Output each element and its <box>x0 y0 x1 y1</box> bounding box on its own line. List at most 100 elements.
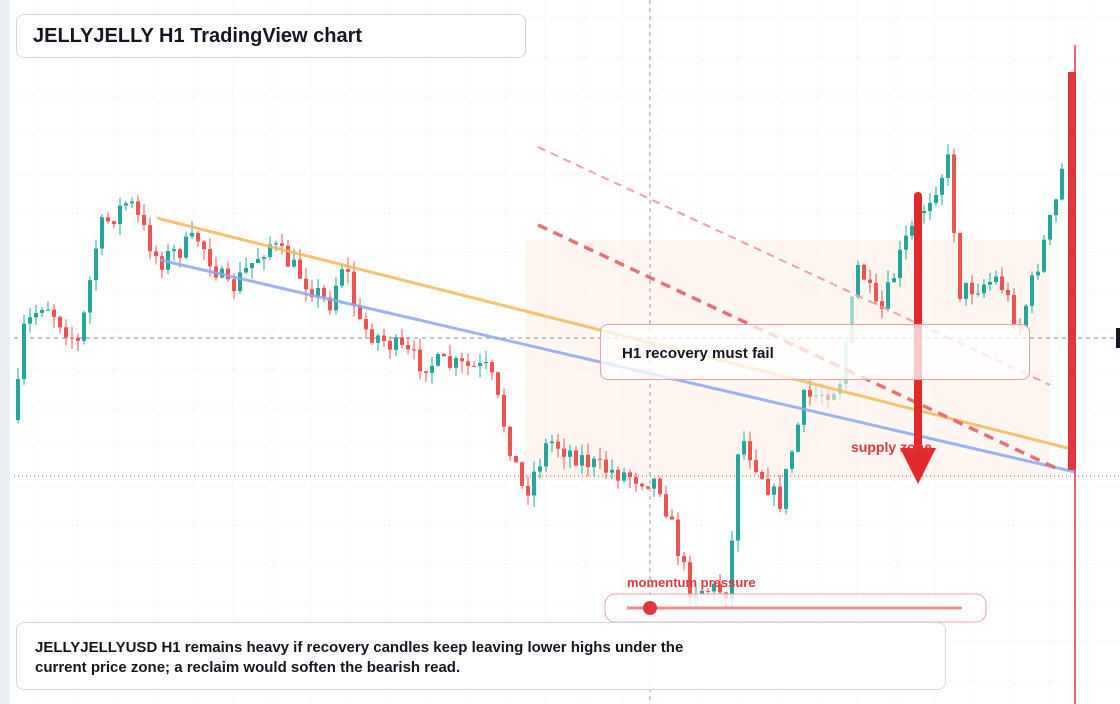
candle-body <box>136 201 140 215</box>
candle-body <box>346 269 350 272</box>
channel-upper <box>537 146 1051 386</box>
candle-body <box>874 282 878 302</box>
candle-body <box>16 379 20 420</box>
candle-body <box>412 349 416 351</box>
candle-body <box>610 469 614 473</box>
candle-body <box>832 393 836 400</box>
candle-body <box>250 263 254 268</box>
candle-body <box>556 441 560 449</box>
candle-body <box>862 264 866 280</box>
candle-body <box>130 201 134 204</box>
candle-body <box>478 363 482 367</box>
candle-body <box>1060 168 1064 200</box>
candle-body <box>472 365 476 367</box>
candle-body <box>340 269 344 286</box>
candle-body <box>736 454 740 541</box>
candle-body <box>580 455 584 466</box>
candle-body <box>310 289 314 298</box>
summary-box: JELLYJELLYUSD H1 remains heavy if recove… <box>16 622 946 690</box>
candle-body <box>490 362 494 373</box>
candle-body <box>772 486 776 495</box>
candle-body <box>766 478 770 495</box>
last-candle <box>1068 72 1076 470</box>
candle-body <box>388 340 392 350</box>
candle-body <box>640 483 644 487</box>
candle-body <box>994 276 998 282</box>
candle-body <box>46 309 50 311</box>
title: JELLYJELLY H1 TradingView chart <box>33 25 363 47</box>
candle-body <box>712 583 716 592</box>
candle-body <box>244 267 248 273</box>
candle-body <box>286 245 290 267</box>
candle-body <box>382 335 386 341</box>
candle-body <box>418 349 422 372</box>
candle-body <box>64 327 68 338</box>
candle-body <box>226 268 230 280</box>
candle-body <box>256 258 260 264</box>
candle-body <box>520 462 524 486</box>
candle-body <box>616 469 620 481</box>
candle-body <box>322 287 326 298</box>
candle-body <box>148 225 152 252</box>
candle-body <box>790 451 794 469</box>
candle-body <box>502 394 506 427</box>
candle-body <box>922 211 926 214</box>
candle-body <box>1030 275 1034 306</box>
candle-body <box>424 371 428 373</box>
candle-body <box>1024 305 1028 327</box>
candle-body <box>142 214 146 226</box>
candle-body <box>334 285 338 311</box>
candle-body <box>316 287 320 298</box>
candle-body <box>946 154 950 178</box>
candle-body <box>406 344 410 350</box>
candle-body <box>526 485 530 496</box>
candle-body <box>154 251 158 257</box>
candle-body <box>802 389 806 425</box>
candle-body <box>352 271 356 306</box>
candle-body <box>892 278 896 283</box>
candle-body <box>904 235 908 250</box>
candle-body <box>598 458 602 460</box>
candle-body <box>1012 295 1016 326</box>
candle-body <box>538 466 542 472</box>
candle-body <box>364 319 368 330</box>
candle-body <box>40 309 44 313</box>
candle-body <box>106 217 110 222</box>
candle-body <box>718 583 722 593</box>
candle-body <box>706 590 710 592</box>
candle-body <box>910 225 914 236</box>
candle-body <box>238 272 242 292</box>
candle-body <box>982 284 986 294</box>
candle-body <box>760 471 764 479</box>
candle-body <box>814 395 818 397</box>
candle-body <box>940 177 944 195</box>
candle-body <box>442 353 446 357</box>
candle-body <box>964 282 968 299</box>
gauge-knob <box>643 601 657 615</box>
candle-body <box>118 205 122 224</box>
candle-body <box>76 337 80 341</box>
candle-body <box>202 241 206 250</box>
candle-body <box>1042 239 1046 272</box>
candle-body <box>196 232 200 242</box>
candle-body <box>112 221 116 224</box>
candle-body <box>124 203 128 206</box>
callout-box: H1 recovery must fail <box>600 324 1030 380</box>
candle-body <box>496 372 500 395</box>
candle-body <box>730 540 734 599</box>
candle-body <box>262 257 266 259</box>
candle-body <box>88 280 92 313</box>
candle-body <box>658 478 662 495</box>
callout-text: H1 recovery must fail <box>622 345 774 362</box>
candle-body <box>682 555 686 563</box>
candle-body <box>652 478 656 489</box>
candle-body <box>436 353 440 366</box>
edge-marker <box>1116 328 1120 348</box>
candle-body <box>1048 215 1052 240</box>
candle-body <box>808 389 812 397</box>
candle-body <box>1006 289 1010 296</box>
candle-body <box>292 259 296 267</box>
candle-body <box>268 244 272 258</box>
candle-body <box>928 202 932 212</box>
